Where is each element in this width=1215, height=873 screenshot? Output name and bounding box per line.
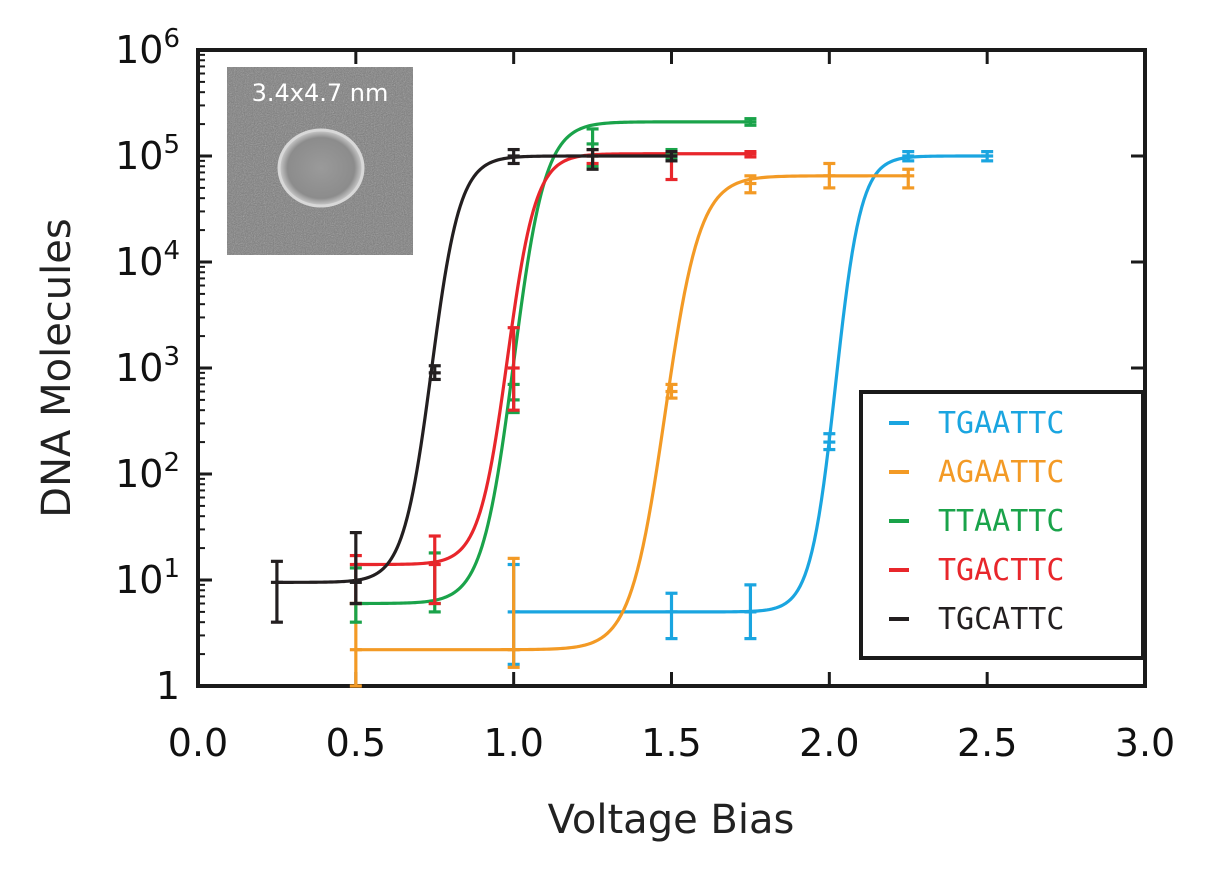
data-point [507, 556, 520, 669]
legend-item: AGAATTC [889, 455, 1064, 490]
series-line-tgacttc [355, 152, 751, 567]
data-point [665, 591, 678, 641]
legend-label: TGCATTC [938, 602, 1064, 637]
data-point [349, 531, 362, 606]
data-point [981, 150, 994, 163]
y-tick-exponent: 3 [163, 342, 180, 372]
data-point [823, 161, 836, 190]
series-line-agaattc [355, 174, 909, 652]
x-tick-label: 0.5 [326, 721, 386, 765]
y-tick-base: 10 [115, 558, 163, 602]
y-tick-base: 10 [115, 240, 163, 284]
x-tick-label: 1.0 [483, 721, 543, 765]
y-tick-label: 102 [115, 448, 180, 496]
y-axis-title: DNA Molecules [34, 218, 80, 517]
data-point [665, 150, 678, 163]
legend-item: TGACTTC [889, 553, 1064, 588]
legend-label: TGACTTC [938, 553, 1064, 588]
series-line-ttaattc [355, 120, 751, 606]
y-tick-label: 104 [115, 236, 180, 284]
y-tick-base: 10 [115, 452, 163, 496]
data-point [665, 382, 678, 400]
y-tick-exponent: 5 [163, 130, 180, 160]
y-tick-base: 10 [115, 346, 163, 390]
legend-item: TTAATTC [889, 504, 1064, 539]
data-point [428, 534, 441, 606]
y-tick-label: 105 [115, 130, 180, 178]
data-point [902, 167, 915, 190]
data-point [507, 326, 520, 412]
inset-image: 3.4x4.7 nm [227, 67, 413, 255]
data-point [744, 583, 757, 641]
legend: TGAATTC AGAATTC TTAATTC TGACTTC TGCATTC [859, 390, 1145, 660]
data-point [823, 432, 836, 452]
x-axis-title: Voltage Bias [548, 797, 795, 843]
data-point [744, 174, 757, 195]
data-point [428, 364, 441, 382]
data-point [902, 150, 915, 163]
y-tick-base: 10 [115, 134, 163, 178]
data-point [586, 147, 599, 171]
data-point [744, 150, 757, 159]
legend-box [859, 390, 1145, 660]
y-tick-base: 1 [156, 664, 180, 708]
inset-label: 3.4x4.7 nm [252, 79, 389, 107]
x-tick-label: 2.5 [957, 721, 1017, 765]
y-tick-label: 1 [156, 664, 180, 708]
legend-item: TGAATTC [889, 406, 1064, 441]
legend-label: TTAATTC [938, 504, 1064, 539]
x-tick-labels: 0.0 0.5 1.0 1.5 2.0 2.5 3.0 [168, 721, 1175, 765]
legend-label: AGAATTC [938, 455, 1064, 490]
y-tick-label: 103 [115, 342, 180, 390]
x-tick-label: 1.5 [641, 721, 701, 765]
y-tick-exponent: 2 [163, 448, 180, 478]
y-tick-exponent: 6 [163, 24, 180, 54]
y-tick-label: 101 [115, 554, 180, 602]
series-line-tgcattc [276, 154, 672, 584]
x-tick-label: 2.0 [799, 721, 859, 765]
error-bars [270, 117, 994, 688]
legend-label: TGAATTC [938, 406, 1064, 441]
legend-item: TGCATTC [889, 602, 1064, 637]
y-tick-label: 106 [115, 24, 180, 72]
data-point [744, 117, 757, 127]
x-tick-label: 0.0 [168, 721, 228, 765]
y-tick-exponent: 4 [163, 236, 180, 266]
y-tick-base: 10 [115, 28, 163, 72]
data-point [270, 559, 283, 624]
y-tick-exponent: 1 [163, 554, 180, 584]
x-tick-label: 3.0 [1115, 721, 1175, 765]
nanopore-shape [277, 128, 365, 208]
data-point [507, 147, 520, 166]
